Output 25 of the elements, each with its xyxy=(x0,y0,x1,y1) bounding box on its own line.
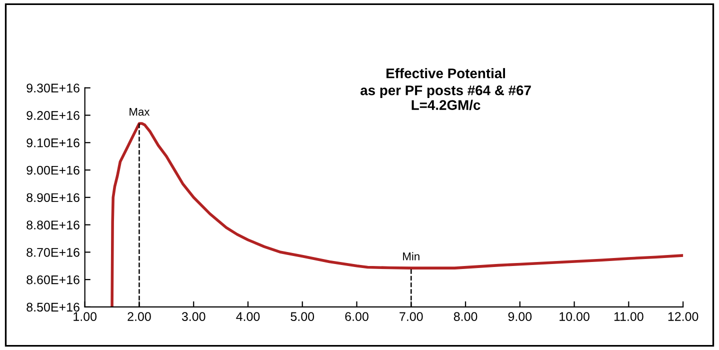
x-tick-label: 10.00 xyxy=(560,312,590,321)
y-tick-label: 9.30E+16 xyxy=(26,84,80,92)
y-tick-label: 8.90E+16 xyxy=(26,193,80,202)
x-tick-label: 3.00 xyxy=(182,312,206,321)
x-tick-label: 7.00 xyxy=(400,312,423,321)
x-tick-label: 9.00 xyxy=(508,312,532,321)
y-tick-label: 8.50E+16 xyxy=(26,302,80,312)
x-tick-label: 11.00 xyxy=(614,312,644,321)
y-tick-label: 8.80E+16 xyxy=(26,220,80,230)
y-tick-label: 9.10E+16 xyxy=(26,138,80,148)
x-tick-label: 5.00 xyxy=(290,312,314,321)
x-tick-label: 12.00 xyxy=(668,312,698,321)
y-tick-label: 8.60E+16 xyxy=(26,275,80,284)
x-tick-label: 1.00 xyxy=(74,312,97,321)
ref-line-label: Max xyxy=(130,108,150,116)
x-tick-label: 4.00 xyxy=(236,312,260,321)
y-tick-label: 9.20E+16 xyxy=(26,111,80,120)
text: L=4.2GM/c xyxy=(412,100,480,110)
chart-title: Effective Potential as per PF posts #64 & #67 xyxy=(360,68,531,98)
x-tick-label: 2.00 xyxy=(128,312,151,321)
y-tick-label: 8.70E+16 xyxy=(26,248,80,257)
x-tick-label: 8.00 xyxy=(454,312,478,321)
y-tick-label: 9.00E+16 xyxy=(26,166,80,175)
x-tick-label: 6.00 xyxy=(345,312,368,321)
ref-line-label: Min xyxy=(403,252,420,260)
